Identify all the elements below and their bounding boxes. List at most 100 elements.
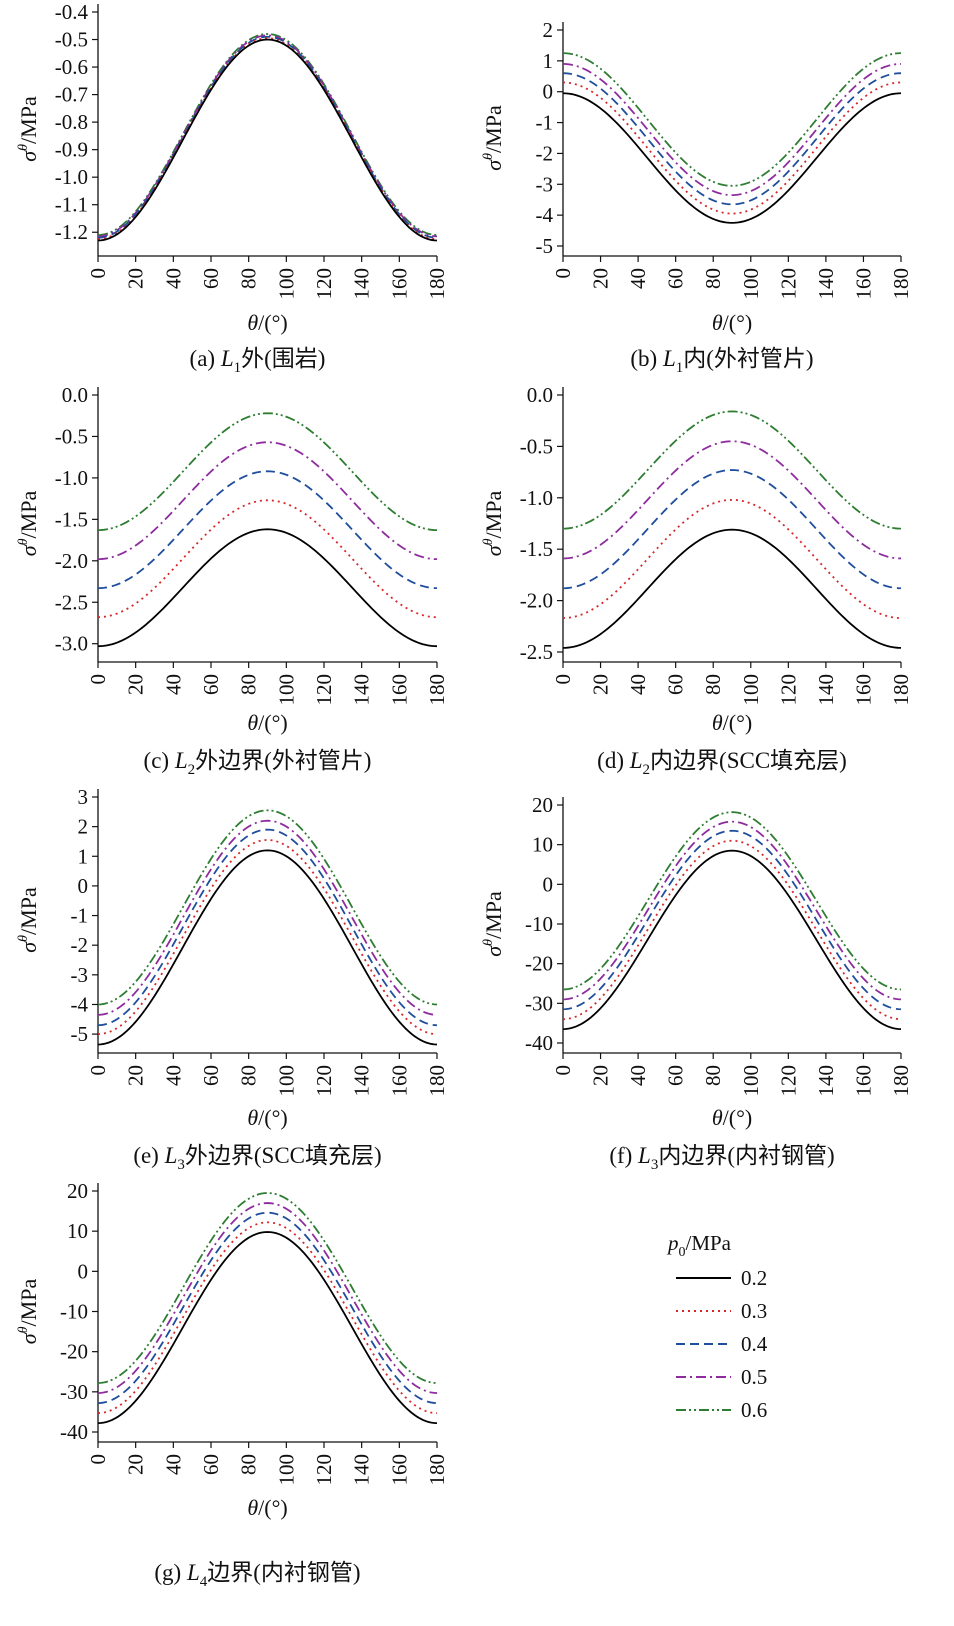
- caption-text: 外(围岩): [241, 346, 325, 371]
- x-tick-label: 100: [274, 1065, 298, 1097]
- x-tick-label: 80: [237, 674, 261, 695]
- caption-symbol: L: [174, 748, 188, 773]
- y-axis-label-symbol: σ: [481, 544, 506, 556]
- caption-text: 内(外衬管片): [683, 346, 813, 371]
- x-tick-label: 0: [86, 674, 110, 685]
- y-tick-label: -2.0: [55, 549, 88, 573]
- y-tick-label: -1.2: [55, 220, 88, 244]
- y-axis-label-unit: /MPa: [16, 96, 41, 144]
- y-tick-label: 2: [543, 18, 554, 42]
- y-tick-label: -1.5: [520, 537, 553, 561]
- panel-caption: (d) L2内边界(SCC填充层): [597, 748, 847, 778]
- y-tick-label: 1: [78, 844, 89, 868]
- y-tick-label: -3: [71, 963, 89, 987]
- x-tick-label: 0: [86, 1065, 110, 1076]
- y-axis-label: σθ/MPa: [481, 105, 506, 171]
- legend-label-0.6: 0.6: [741, 1398, 767, 1422]
- y-axis-label-symbol: σ: [16, 544, 41, 556]
- caption-symbol: L: [662, 346, 676, 371]
- y-tick-label: -3: [536, 172, 554, 196]
- series-line-p0-0.4: [97, 470, 438, 590]
- x-tick-label: 0: [86, 268, 110, 279]
- x-axis-label-unit: /(°): [258, 310, 288, 335]
- caption-symbol: L: [164, 1143, 178, 1168]
- series-line-p0-0.6: [562, 52, 902, 187]
- panel-caption: (a) L1外(围岩): [190, 346, 326, 376]
- y-axis-label-unit: /MPa: [16, 1279, 41, 1327]
- y-tick-label: -0.5: [520, 434, 553, 458]
- x-tick-label: 60: [199, 268, 223, 289]
- x-tick-label: 100: [739, 268, 763, 300]
- series-line-p0-0.2: [562, 528, 902, 649]
- x-tick-label: 20: [124, 674, 148, 695]
- y-axis-label-unit: /MPa: [16, 887, 41, 935]
- x-tick-label: 0: [551, 1065, 575, 1076]
- x-tick-label: 80: [237, 1065, 261, 1086]
- y-tick-label: -40: [525, 1031, 553, 1055]
- series-line-p0-0.5: [97, 819, 438, 1016]
- caption-subscript: 2: [643, 762, 651, 778]
- series-line-p0-0.4: [97, 828, 438, 1027]
- y-tick-label: 1: [543, 49, 554, 73]
- series-line-p0-0.6: [97, 412, 438, 532]
- series-line-p0-0.3: [97, 839, 438, 1036]
- caption-symbol: L: [637, 1143, 651, 1168]
- legend-label-0.3: 0.3: [741, 1299, 767, 1323]
- x-tick-label: 40: [626, 1065, 650, 1086]
- x-tick-label: 180: [889, 268, 913, 300]
- legend-title-subscript: 0: [679, 1245, 686, 1260]
- series-line-p0-0.2: [97, 528, 438, 648]
- x-tick-label: 160: [387, 268, 411, 300]
- caption-subscript: 1: [234, 360, 242, 376]
- y-tick-label: -1.1: [55, 193, 88, 217]
- x-tick-label: 0: [551, 674, 575, 685]
- y-tick-label: 0.0: [62, 383, 88, 407]
- x-axis-label: θ/(°): [247, 1105, 287, 1130]
- y-tick-label: -2.0: [520, 589, 553, 613]
- y-tick-label: -2.5: [55, 590, 88, 614]
- x-tick-label: 140: [814, 268, 838, 300]
- series-line-p0-0.4: [562, 469, 902, 590]
- x-axis-label-symbol: θ: [712, 1105, 723, 1130]
- legend-title-symbol: p: [666, 1231, 679, 1255]
- caption-text: 外边界(外衬管片): [195, 748, 371, 773]
- x-tick-label: 60: [199, 674, 223, 695]
- x-tick-label: 80: [237, 268, 261, 289]
- y-tick-label: -0.7: [55, 83, 88, 107]
- legend-label-0.2: 0.2: [741, 1266, 767, 1290]
- y-axis-label: σθ/MPa: [16, 887, 41, 953]
- series-line-p0-0.3: [97, 37, 438, 241]
- caption-prefix: (e): [133, 1143, 164, 1168]
- y-tick-label: 2: [78, 815, 89, 839]
- x-tick-label: 140: [350, 1454, 374, 1486]
- y-axis-label-unit: /MPa: [16, 491, 41, 539]
- x-axis-label-unit: /(°): [258, 1105, 288, 1130]
- y-tick-label: -1.0: [55, 165, 88, 189]
- caption-prefix: (f): [609, 1143, 638, 1168]
- series-line-p0-0.5: [97, 441, 438, 561]
- x-axis-label-unit: /(°): [258, 710, 288, 735]
- series-line-p0-0.3: [562, 81, 902, 215]
- caption-prefix: (a): [190, 346, 221, 371]
- x-axis-label-symbol: θ: [247, 1105, 258, 1130]
- x-tick-label: 120: [312, 268, 336, 300]
- x-tick-label: 180: [425, 1065, 449, 1097]
- x-tick-label: 100: [274, 268, 298, 300]
- caption-text: 边界(内衬钢管): [207, 1560, 360, 1585]
- y-tick-label: -5: [71, 1022, 89, 1046]
- y-tick-label: 0: [543, 872, 554, 896]
- caption-symbol: L: [220, 346, 234, 371]
- y-tick-label: 20: [67, 1179, 88, 1203]
- x-tick-label: 40: [161, 268, 185, 289]
- y-axis-label: σθ/MPa: [16, 491, 41, 557]
- x-tick-label: 160: [387, 1065, 411, 1097]
- series-line-p0-0.5: [562, 440, 902, 560]
- series-line-p0-0.4: [562, 829, 902, 1011]
- x-tick-label: 180: [425, 268, 449, 300]
- y-tick-label: -4: [71, 992, 89, 1016]
- y-tick-label: 10: [67, 1219, 88, 1243]
- x-tick-label: 40: [161, 1065, 185, 1086]
- series-line-p0-0.6: [97, 809, 438, 1006]
- y-axis-label-superscript: θ: [481, 939, 496, 946]
